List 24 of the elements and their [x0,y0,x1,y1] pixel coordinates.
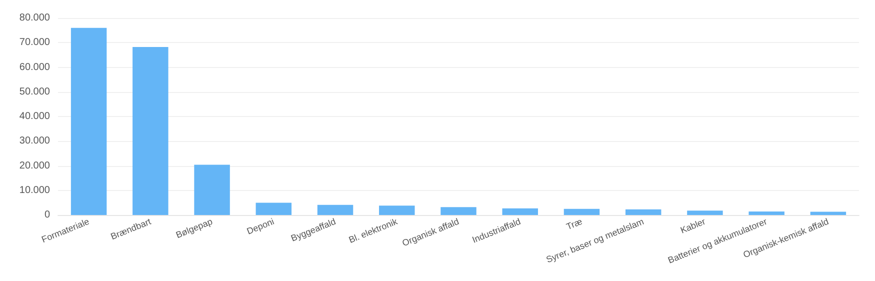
y-tick-label: 10.000 [19,184,50,196]
bar [625,209,662,215]
y-tick-label: 20.000 [19,160,50,172]
bar [748,212,784,215]
bar [564,208,600,215]
y-tick-label: 30.000 [19,136,50,147]
bar [194,164,230,215]
bar [132,47,168,215]
y-tick-label: 70.000 [19,37,50,48]
bar [70,28,107,215]
x-tick-label: Træ [564,216,584,232]
x-tick-label: Kabler [679,216,707,236]
y-tick-label: 50.000 [19,86,50,98]
bar [810,212,846,215]
bar [256,202,292,215]
bar [317,204,354,215]
bar [379,206,415,215]
y-tick-label: 60.000 [19,62,50,73]
bar [502,208,538,215]
bar [440,207,476,215]
y-tick-label: 80.000 [19,12,50,24]
y-tick-label: 40.000 [19,111,50,122]
bar [687,210,723,215]
y-tick-label: 0 [44,210,50,220]
